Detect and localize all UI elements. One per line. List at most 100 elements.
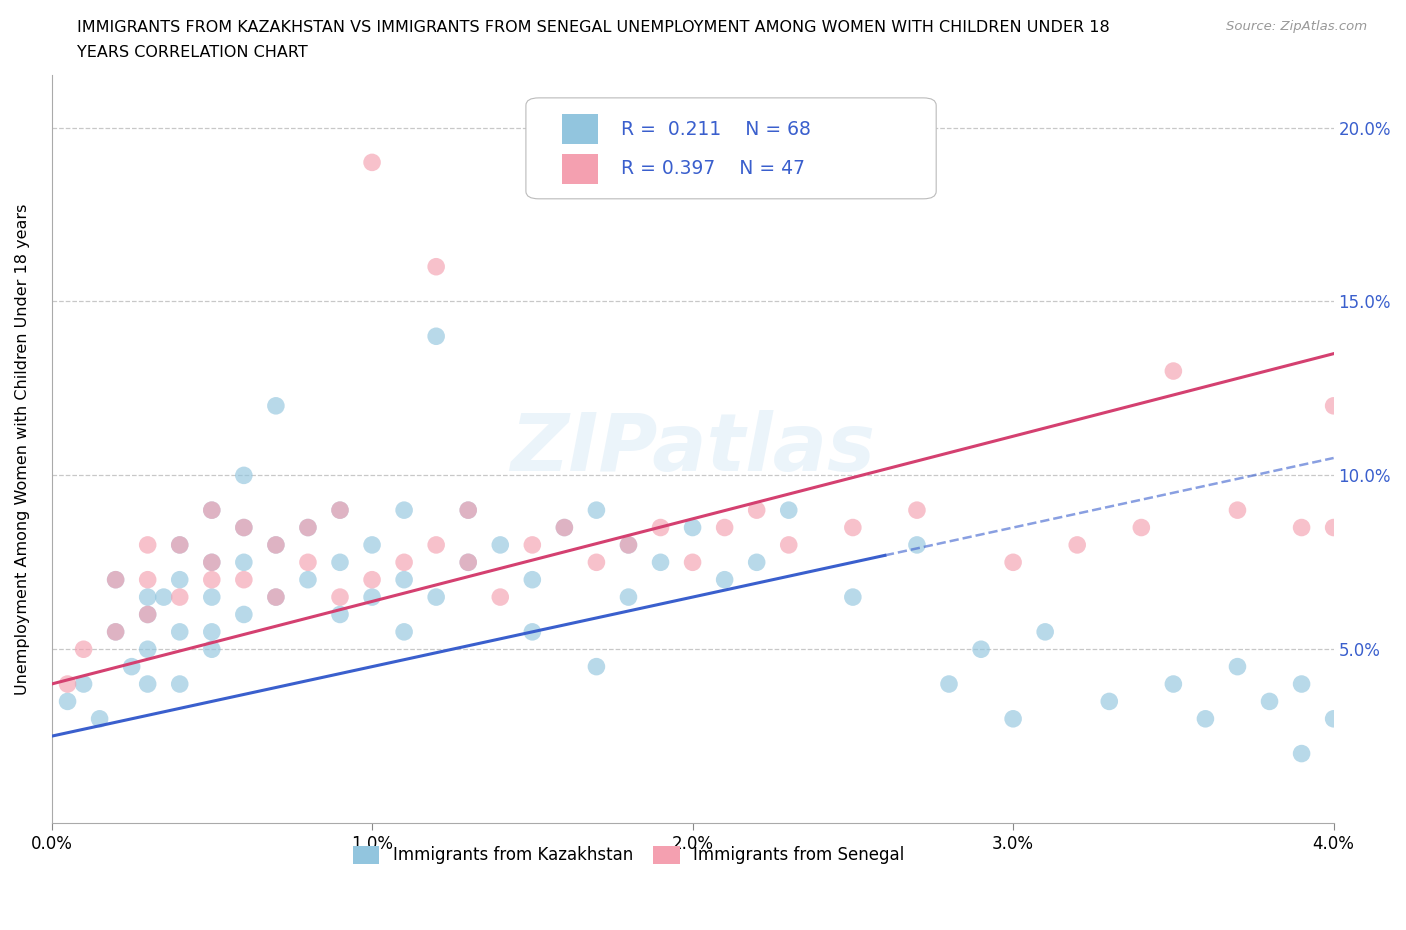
Point [264, 590, 287, 604]
Point [89, 711, 111, 726]
Point [169, 590, 191, 604]
Point [617, 538, 640, 552]
Point [425, 329, 447, 344]
Point [1163, 677, 1185, 692]
Point [425, 590, 447, 604]
Point [297, 555, 319, 570]
Point [1098, 694, 1121, 709]
Point [617, 590, 640, 604]
Point [201, 642, 224, 657]
Point [201, 503, 224, 518]
Point [169, 538, 191, 552]
Point [713, 572, 735, 587]
Point [1323, 711, 1346, 726]
Point [329, 503, 352, 518]
Point [392, 624, 415, 639]
Point [56, 694, 79, 709]
Point [1002, 711, 1025, 726]
Point [392, 503, 415, 518]
Point [392, 555, 415, 570]
Point [1226, 659, 1249, 674]
Point [1194, 711, 1216, 726]
Point [553, 520, 575, 535]
Point [522, 624, 544, 639]
Point [905, 538, 928, 552]
Point [264, 398, 287, 413]
Point [457, 555, 479, 570]
Point [136, 572, 159, 587]
Point [1163, 364, 1185, 379]
Point [136, 677, 159, 692]
Point [232, 520, 254, 535]
Point [1291, 677, 1313, 692]
Point [842, 590, 865, 604]
Point [745, 503, 768, 518]
Point [522, 538, 544, 552]
Point [361, 572, 384, 587]
Text: IMMIGRANTS FROM KAZAKHSTAN VS IMMIGRANTS FROM SENEGAL UNEMPLOYMENT AMONG WOMEN W: IMMIGRANTS FROM KAZAKHSTAN VS IMMIGRANTS… [77, 20, 1111, 35]
Point [104, 572, 127, 587]
Point [1291, 520, 1313, 535]
Point [425, 259, 447, 274]
Point [169, 538, 191, 552]
Point [264, 538, 287, 552]
Point [121, 659, 143, 674]
Point [650, 520, 672, 535]
Point [201, 590, 224, 604]
Point [232, 555, 254, 570]
Point [713, 520, 735, 535]
Point [457, 555, 479, 570]
Point [329, 590, 352, 604]
Text: ZIPatlas: ZIPatlas [510, 410, 875, 488]
Point [169, 624, 191, 639]
Point [745, 555, 768, 570]
Point [169, 677, 191, 692]
Point [72, 642, 94, 657]
Point [585, 555, 607, 570]
Point [1323, 520, 1346, 535]
Y-axis label: Unemployment Among Women with Children Under 18 years: Unemployment Among Women with Children U… [15, 204, 30, 695]
Point [553, 520, 575, 535]
Point [1323, 398, 1346, 413]
Point [136, 642, 159, 657]
Point [650, 555, 672, 570]
Point [72, 677, 94, 692]
FancyBboxPatch shape [562, 154, 598, 184]
Point [329, 555, 352, 570]
Point [297, 520, 319, 535]
Point [104, 624, 127, 639]
Point [136, 607, 159, 622]
Point [905, 503, 928, 518]
Text: R = 0.397    N = 47: R = 0.397 N = 47 [621, 159, 804, 179]
Point [104, 572, 127, 587]
Point [232, 520, 254, 535]
Point [329, 503, 352, 518]
Point [152, 590, 174, 604]
Point [1226, 503, 1249, 518]
Point [970, 642, 993, 657]
Point [201, 624, 224, 639]
Legend: Immigrants from Kazakhstan, Immigrants from Senegal: Immigrants from Kazakhstan, Immigrants f… [346, 839, 911, 870]
Point [585, 503, 607, 518]
Point [489, 590, 512, 604]
Point [1066, 538, 1088, 552]
Point [232, 572, 254, 587]
Point [136, 590, 159, 604]
Point [169, 572, 191, 587]
Point [1291, 746, 1313, 761]
Point [201, 503, 224, 518]
FancyBboxPatch shape [562, 114, 598, 144]
Point [136, 607, 159, 622]
Point [617, 538, 640, 552]
Point [778, 538, 800, 552]
Point [264, 590, 287, 604]
Point [264, 538, 287, 552]
Point [56, 677, 79, 692]
Point [297, 572, 319, 587]
Point [329, 607, 352, 622]
Point [489, 538, 512, 552]
Point [232, 468, 254, 483]
Text: YEARS CORRELATION CHART: YEARS CORRELATION CHART [77, 45, 308, 60]
Point [136, 538, 159, 552]
Point [425, 538, 447, 552]
